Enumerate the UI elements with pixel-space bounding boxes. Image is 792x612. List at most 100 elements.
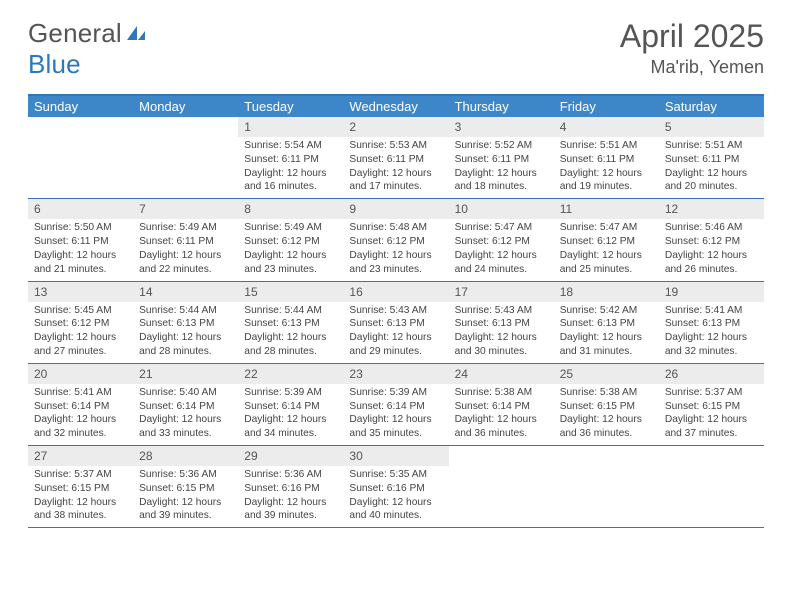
day-details: Sunrise: 5:38 AMSunset: 6:14 PMDaylight:… xyxy=(449,384,554,441)
day-number: 26 xyxy=(659,364,764,384)
sunset-line: Sunset: 6:14 PM xyxy=(349,400,442,414)
sunset-line: Sunset: 6:13 PM xyxy=(665,317,758,331)
daylight-line: Daylight: 12 hours and 22 minutes. xyxy=(139,249,232,277)
day-cell: 6Sunrise: 5:50 AMSunset: 6:11 PMDaylight… xyxy=(28,199,133,280)
day-details: Sunrise: 5:49 AMSunset: 6:12 PMDaylight:… xyxy=(238,219,343,276)
sunset-line: Sunset: 6:11 PM xyxy=(665,153,758,167)
day-details: Sunrise: 5:43 AMSunset: 6:13 PMDaylight:… xyxy=(343,302,448,359)
sunrise-line: Sunrise: 5:39 AM xyxy=(349,386,442,400)
day-details: Sunrise: 5:43 AMSunset: 6:13 PMDaylight:… xyxy=(449,302,554,359)
day-details: Sunrise: 5:53 AMSunset: 6:11 PMDaylight:… xyxy=(343,137,448,194)
sunrise-line: Sunrise: 5:51 AM xyxy=(665,139,758,153)
day-cell: 11Sunrise: 5:47 AMSunset: 6:12 PMDayligh… xyxy=(554,199,659,280)
daylight-line: Daylight: 12 hours and 20 minutes. xyxy=(665,167,758,195)
daylight-line: Daylight: 12 hours and 32 minutes. xyxy=(665,331,758,359)
day-cell: 18Sunrise: 5:42 AMSunset: 6:13 PMDayligh… xyxy=(554,282,659,363)
daylight-line: Daylight: 12 hours and 29 minutes. xyxy=(349,331,442,359)
sunset-line: Sunset: 6:12 PM xyxy=(560,235,653,249)
daylight-line: Daylight: 12 hours and 27 minutes. xyxy=(34,331,127,359)
sunrise-line: Sunrise: 5:47 AM xyxy=(455,221,548,235)
day-number: 12 xyxy=(659,199,764,219)
day-number: 13 xyxy=(28,282,133,302)
weekday-header: Monday xyxy=(133,96,238,117)
day-cell: 2Sunrise: 5:53 AMSunset: 6:11 PMDaylight… xyxy=(343,117,448,198)
sunset-line: Sunset: 6:11 PM xyxy=(34,235,127,249)
sunset-line: Sunset: 6:12 PM xyxy=(34,317,127,331)
day-number: 14 xyxy=(133,282,238,302)
sunrise-line: Sunrise: 5:43 AM xyxy=(349,304,442,318)
title-block: April 2025 Ma'rib, Yemen xyxy=(620,18,764,78)
daylight-line: Daylight: 12 hours and 28 minutes. xyxy=(139,331,232,359)
day-cell xyxy=(449,446,554,527)
day-details: Sunrise: 5:41 AMSunset: 6:14 PMDaylight:… xyxy=(28,384,133,441)
sunrise-line: Sunrise: 5:51 AM xyxy=(560,139,653,153)
day-number: 6 xyxy=(28,199,133,219)
day-number: 16 xyxy=(343,282,448,302)
week-row: 27Sunrise: 5:37 AMSunset: 6:15 PMDayligh… xyxy=(28,446,764,528)
day-number: 15 xyxy=(238,282,343,302)
daylight-line: Daylight: 12 hours and 31 minutes. xyxy=(560,331,653,359)
day-number: 23 xyxy=(343,364,448,384)
day-cell: 15Sunrise: 5:44 AMSunset: 6:13 PMDayligh… xyxy=(238,282,343,363)
day-cell xyxy=(659,446,764,527)
sunrise-line: Sunrise: 5:47 AM xyxy=(560,221,653,235)
day-cell: 28Sunrise: 5:36 AMSunset: 6:15 PMDayligh… xyxy=(133,446,238,527)
sunrise-line: Sunrise: 5:36 AM xyxy=(139,468,232,482)
sunset-line: Sunset: 6:16 PM xyxy=(349,482,442,496)
day-details: Sunrise: 5:39 AMSunset: 6:14 PMDaylight:… xyxy=(238,384,343,441)
day-details: Sunrise: 5:48 AMSunset: 6:12 PMDaylight:… xyxy=(343,219,448,276)
title-location: Ma'rib, Yemen xyxy=(620,57,764,78)
day-number: 28 xyxy=(133,446,238,466)
day-number: 2 xyxy=(343,117,448,137)
sunset-line: Sunset: 6:13 PM xyxy=(455,317,548,331)
day-details: Sunrise: 5:38 AMSunset: 6:15 PMDaylight:… xyxy=(554,384,659,441)
day-number: 5 xyxy=(659,117,764,137)
day-number: 4 xyxy=(554,117,659,137)
sunset-line: Sunset: 6:11 PM xyxy=(455,153,548,167)
day-number: 9 xyxy=(343,199,448,219)
daylight-line: Daylight: 12 hours and 16 minutes. xyxy=(244,167,337,195)
weeks-container: 1Sunrise: 5:54 AMSunset: 6:11 PMDaylight… xyxy=(28,117,764,528)
sunset-line: Sunset: 6:15 PM xyxy=(560,400,653,414)
daylight-line: Daylight: 12 hours and 30 minutes. xyxy=(455,331,548,359)
day-cell: 19Sunrise: 5:41 AMSunset: 6:13 PMDayligh… xyxy=(659,282,764,363)
day-number: 20 xyxy=(28,364,133,384)
day-cell: 20Sunrise: 5:41 AMSunset: 6:14 PMDayligh… xyxy=(28,364,133,445)
sunrise-line: Sunrise: 5:40 AM xyxy=(139,386,232,400)
day-cell: 12Sunrise: 5:46 AMSunset: 6:12 PMDayligh… xyxy=(659,199,764,280)
day-details: Sunrise: 5:49 AMSunset: 6:11 PMDaylight:… xyxy=(133,219,238,276)
daylight-line: Daylight: 12 hours and 23 minutes. xyxy=(244,249,337,277)
day-cell xyxy=(554,446,659,527)
day-number: 29 xyxy=(238,446,343,466)
day-number: 8 xyxy=(238,199,343,219)
day-number: 18 xyxy=(554,282,659,302)
day-number: 21 xyxy=(133,364,238,384)
sunrise-line: Sunrise: 5:39 AM xyxy=(244,386,337,400)
sunset-line: Sunset: 6:15 PM xyxy=(139,482,232,496)
sunset-line: Sunset: 6:12 PM xyxy=(349,235,442,249)
day-details: Sunrise: 5:42 AMSunset: 6:13 PMDaylight:… xyxy=(554,302,659,359)
day-details: Sunrise: 5:50 AMSunset: 6:11 PMDaylight:… xyxy=(28,219,133,276)
weekday-header: Saturday xyxy=(659,96,764,117)
sunset-line: Sunset: 6:15 PM xyxy=(34,482,127,496)
day-cell: 10Sunrise: 5:47 AMSunset: 6:12 PMDayligh… xyxy=(449,199,554,280)
day-cell: 14Sunrise: 5:44 AMSunset: 6:13 PMDayligh… xyxy=(133,282,238,363)
week-row: 6Sunrise: 5:50 AMSunset: 6:11 PMDaylight… xyxy=(28,199,764,281)
sunset-line: Sunset: 6:11 PM xyxy=(139,235,232,249)
logo-word-blue: Blue xyxy=(28,49,81,79)
daylight-line: Daylight: 12 hours and 40 minutes. xyxy=(349,496,442,524)
day-cell: 22Sunrise: 5:39 AMSunset: 6:14 PMDayligh… xyxy=(238,364,343,445)
sunset-line: Sunset: 6:12 PM xyxy=(665,235,758,249)
day-cell: 29Sunrise: 5:36 AMSunset: 6:16 PMDayligh… xyxy=(238,446,343,527)
day-cell: 21Sunrise: 5:40 AMSunset: 6:14 PMDayligh… xyxy=(133,364,238,445)
sunrise-line: Sunrise: 5:49 AM xyxy=(244,221,337,235)
day-number: 30 xyxy=(343,446,448,466)
sunset-line: Sunset: 6:13 PM xyxy=(349,317,442,331)
logo-sail-icon xyxy=(125,18,147,48)
weekday-header: Tuesday xyxy=(238,96,343,117)
sunrise-line: Sunrise: 5:48 AM xyxy=(349,221,442,235)
sunset-line: Sunset: 6:13 PM xyxy=(244,317,337,331)
day-details: Sunrise: 5:39 AMSunset: 6:14 PMDaylight:… xyxy=(343,384,448,441)
day-details: Sunrise: 5:44 AMSunset: 6:13 PMDaylight:… xyxy=(133,302,238,359)
day-details: Sunrise: 5:54 AMSunset: 6:11 PMDaylight:… xyxy=(238,137,343,194)
